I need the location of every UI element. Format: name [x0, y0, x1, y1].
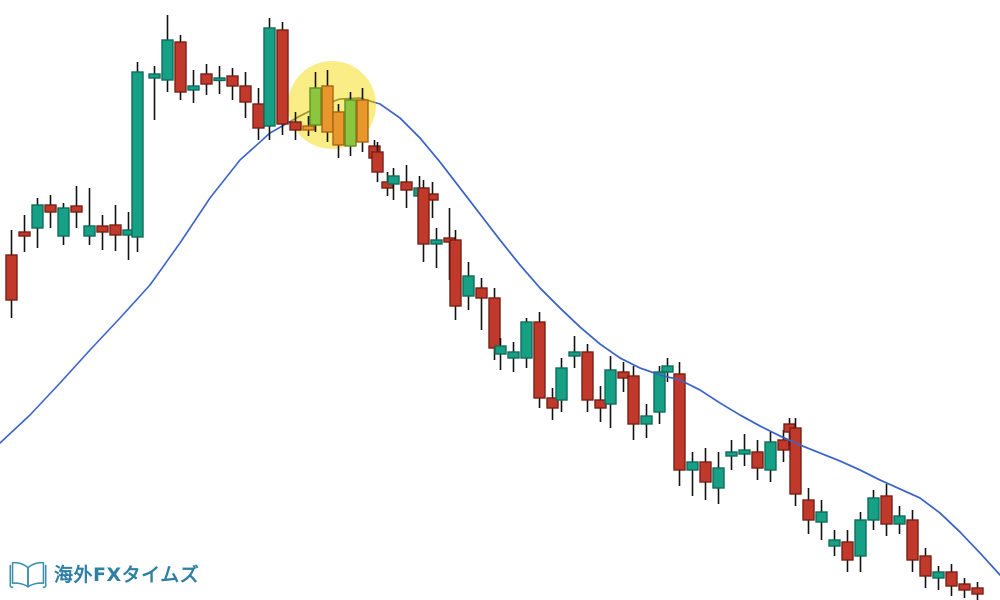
candle: [289, 112, 302, 140]
candle: [712, 452, 725, 504]
candle: [226, 68, 239, 100]
candle: [430, 228, 443, 268]
candle: [841, 530, 854, 572]
candle: [475, 278, 488, 330]
candle: [919, 548, 932, 588]
candle: [332, 104, 345, 158]
candle: [686, 452, 699, 496]
candle: [321, 70, 334, 142]
candle: [893, 506, 906, 534]
candle: [867, 490, 880, 530]
candle: [44, 195, 57, 228]
candle: [604, 356, 617, 428]
candle: [263, 18, 276, 140]
candle: [309, 72, 322, 132]
candle: [932, 566, 945, 590]
candle: [131, 62, 144, 252]
candle: [400, 165, 413, 208]
candle: [789, 418, 802, 506]
candle: [906, 510, 919, 572]
candle: [725, 440, 738, 470]
moving-average-line-overlay: [379, 103, 1000, 576]
candle: [533, 312, 546, 408]
candle: [57, 203, 70, 245]
candle: [387, 168, 400, 200]
candle: [815, 500, 828, 540]
candle: [555, 358, 568, 412]
candle: [640, 404, 653, 438]
candle: [302, 116, 315, 136]
candle: [449, 230, 462, 320]
candle: [520, 318, 533, 368]
candle: [371, 142, 384, 182]
candle: [344, 92, 357, 156]
candle: [462, 262, 475, 310]
candle: [31, 198, 44, 248]
candle: [239, 72, 252, 118]
candle: [96, 215, 109, 250]
candle: [356, 88, 369, 152]
candle: [971, 582, 984, 600]
candle: [200, 64, 213, 95]
candle: [161, 15, 174, 92]
candle: [148, 66, 161, 120]
candle: [70, 186, 83, 228]
candle: [507, 342, 520, 372]
candle: [617, 362, 630, 392]
candle: [494, 338, 507, 370]
candle-series: [5, 15, 984, 600]
candle: [174, 35, 187, 100]
candle: [581, 344, 594, 412]
candle: [83, 188, 96, 245]
candle: [546, 388, 559, 420]
candle: [187, 70, 200, 103]
candle: [5, 230, 18, 318]
candle: [627, 366, 640, 440]
candle: [213, 66, 226, 94]
candle: [738, 434, 751, 466]
candle: [751, 440, 764, 480]
candle: [802, 488, 815, 534]
candle: [18, 215, 31, 252]
candle: [417, 180, 430, 262]
candle: [568, 336, 581, 368]
candle: [699, 448, 712, 500]
candle: [854, 512, 867, 572]
candle: [661, 358, 674, 382]
candle: [276, 22, 289, 135]
candle: [945, 564, 958, 596]
candle: [958, 578, 971, 598]
candle: [880, 484, 893, 536]
candle: [673, 362, 686, 486]
candle: [109, 205, 122, 251]
candle: [828, 530, 841, 556]
candle: [764, 432, 777, 482]
